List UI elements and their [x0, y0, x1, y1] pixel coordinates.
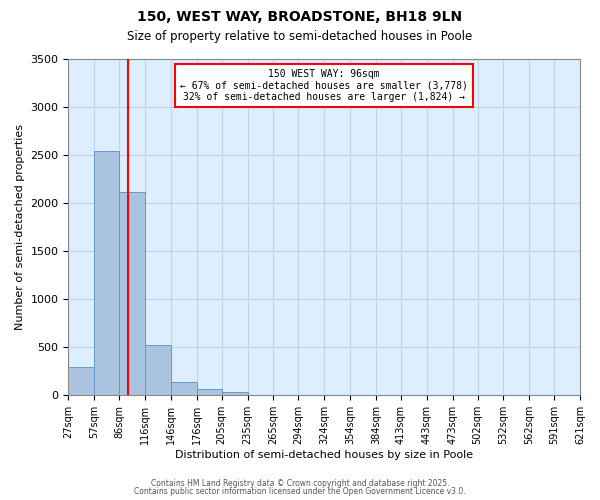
Bar	[222, 392, 248, 396]
Bar	[171, 382, 197, 396]
Text: 150, WEST WAY, BROADSTONE, BH18 9LN: 150, WEST WAY, BROADSTONE, BH18 9LN	[137, 10, 463, 24]
Bar	[94, 152, 119, 396]
X-axis label: Distribution of semi-detached houses by size in Poole: Distribution of semi-detached houses by …	[175, 450, 473, 460]
Text: Contains HM Land Registry data © Crown copyright and database right 2025.: Contains HM Land Registry data © Crown c…	[151, 478, 449, 488]
Text: Contains public sector information licensed under the Open Government Licence v3: Contains public sector information licen…	[134, 487, 466, 496]
Y-axis label: Number of semi-detached properties: Number of semi-detached properties	[15, 124, 25, 330]
Text: 150 WEST WAY: 96sqm
← 67% of semi-detached houses are smaller (3,778)
32% of sem: 150 WEST WAY: 96sqm ← 67% of semi-detach…	[180, 69, 468, 102]
Bar	[68, 366, 94, 396]
Bar	[197, 389, 222, 396]
Bar	[145, 346, 171, 396]
Text: Size of property relative to semi-detached houses in Poole: Size of property relative to semi-detach…	[127, 30, 473, 43]
Bar	[119, 192, 145, 396]
